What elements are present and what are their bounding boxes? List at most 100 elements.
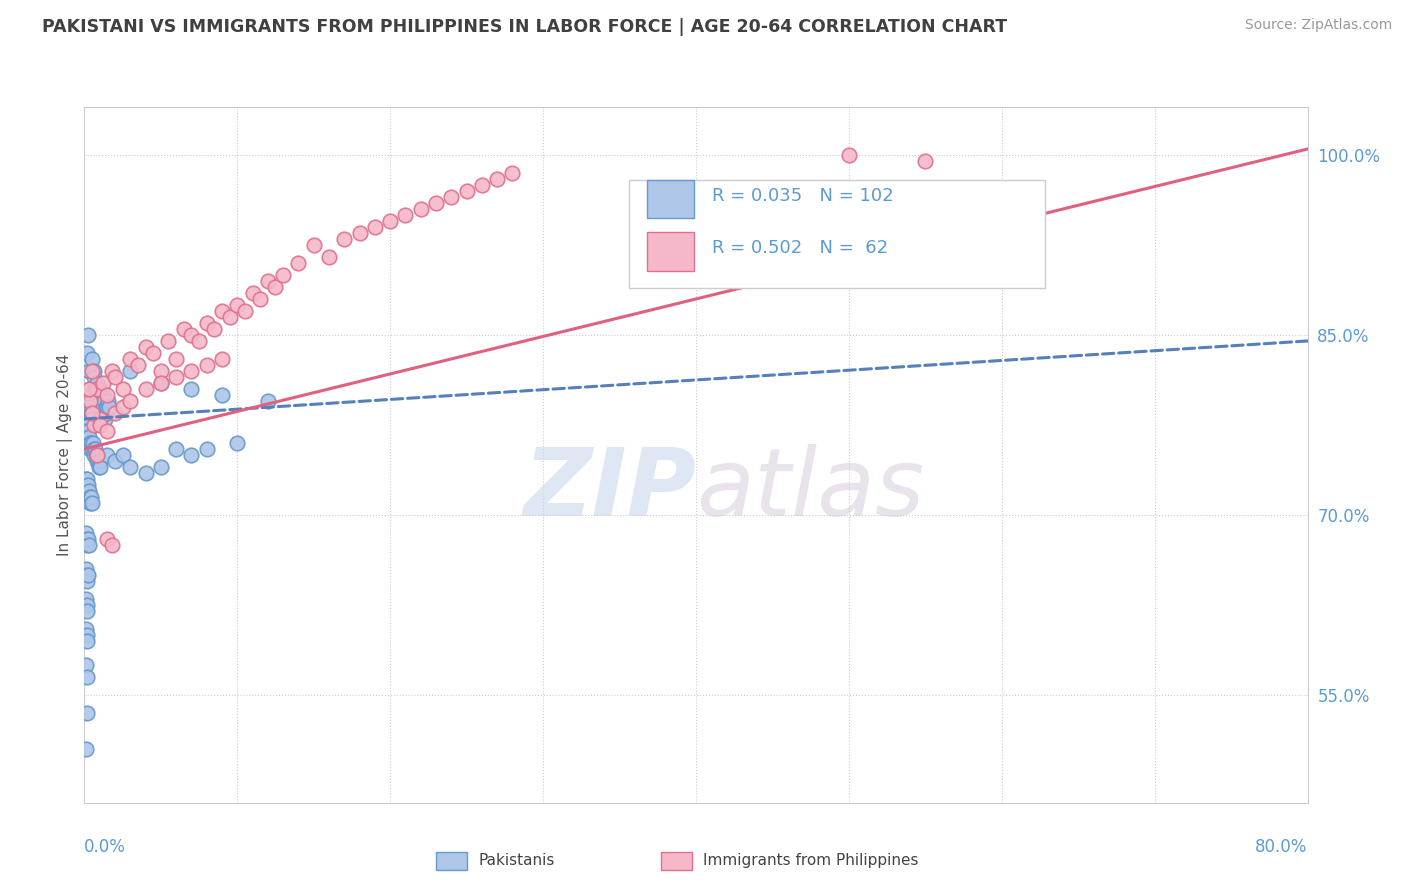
- Point: [914, 154, 936, 169]
- Point: [76, 346, 98, 360]
- Point: [96, 406, 118, 420]
- Point: [80, 436, 103, 450]
- Text: Pakistanis: Pakistanis: [478, 854, 554, 868]
- Point: [242, 285, 264, 300]
- Point: [97, 400, 120, 414]
- Point: [101, 538, 124, 552]
- Point: [77, 400, 100, 414]
- Point: [318, 250, 340, 264]
- Point: [91, 406, 114, 420]
- Point: [104, 454, 127, 468]
- Point: [80, 351, 103, 366]
- Text: Source: ZipAtlas.com: Source: ZipAtlas.com: [1244, 18, 1392, 32]
- Point: [76, 430, 98, 444]
- Point: [349, 226, 371, 240]
- Point: [127, 358, 149, 372]
- Point: [75, 622, 97, 636]
- Point: [91, 376, 114, 390]
- Point: [76, 424, 98, 438]
- Point: [79, 496, 101, 510]
- Point: [76, 598, 98, 612]
- Point: [79, 442, 101, 456]
- Point: [79, 382, 101, 396]
- Point: [104, 406, 127, 420]
- Point: [76, 567, 98, 582]
- Point: [120, 351, 142, 366]
- Point: [86, 448, 108, 462]
- Point: [77, 430, 100, 444]
- Point: [84, 382, 107, 396]
- Point: [173, 322, 195, 336]
- Point: [77, 382, 100, 396]
- Text: PAKISTANI VS IMMIGRANTS FROM PHILIPPINES IN LABOR FORCE | AGE 20-64 CORRELATION : PAKISTANI VS IMMIGRANTS FROM PHILIPPINES…: [42, 18, 1007, 36]
- Point: [96, 532, 118, 546]
- Point: [165, 351, 187, 366]
- Text: 80.0%: 80.0%: [1256, 838, 1308, 856]
- Point: [80, 412, 103, 426]
- Point: [79, 490, 101, 504]
- Point: [76, 670, 98, 684]
- Point: [94, 400, 117, 414]
- Point: [180, 364, 202, 378]
- Point: [77, 483, 100, 498]
- Point: [87, 388, 110, 402]
- Point: [83, 442, 105, 456]
- Point: [502, 166, 524, 180]
- Point: [257, 274, 280, 288]
- Point: [75, 657, 97, 672]
- Point: [79, 417, 101, 432]
- Point: [77, 478, 100, 492]
- Point: [80, 490, 103, 504]
- Point: [87, 454, 110, 468]
- Point: [82, 436, 104, 450]
- Point: [89, 459, 111, 474]
- Point: [149, 376, 172, 390]
- Point: [96, 400, 118, 414]
- Point: [76, 393, 98, 408]
- Point: [84, 448, 107, 462]
- Point: [82, 417, 104, 432]
- Text: Immigrants from Philippines: Immigrants from Philippines: [703, 854, 918, 868]
- Point: [226, 298, 249, 312]
- Point: [425, 196, 447, 211]
- Point: [135, 466, 157, 480]
- Point: [120, 393, 142, 408]
- Point: [76, 412, 98, 426]
- Point: [135, 382, 157, 396]
- Point: [91, 400, 114, 414]
- Point: [75, 591, 97, 606]
- Point: [76, 706, 98, 720]
- Point: [111, 382, 134, 396]
- FancyBboxPatch shape: [628, 180, 1045, 288]
- Point: [135, 340, 157, 354]
- Point: [180, 382, 202, 396]
- Point: [89, 454, 111, 468]
- Point: [188, 334, 211, 348]
- Point: [86, 393, 108, 408]
- Point: [302, 238, 325, 252]
- Point: [486, 172, 509, 186]
- Point: [149, 364, 172, 378]
- Point: [80, 406, 103, 420]
- Point: [75, 406, 97, 420]
- Point: [76, 628, 98, 642]
- Point: [87, 459, 110, 474]
- Point: [75, 525, 97, 540]
- Point: [79, 412, 101, 426]
- Point: [76, 633, 98, 648]
- Point: [89, 393, 111, 408]
- Point: [180, 328, 202, 343]
- Point: [89, 382, 111, 396]
- Point: [838, 148, 860, 162]
- Point: [86, 454, 108, 468]
- Point: [76, 532, 98, 546]
- Point: [180, 448, 202, 462]
- Point: [77, 538, 100, 552]
- Point: [364, 219, 387, 234]
- Point: [83, 370, 105, 384]
- Point: [96, 448, 118, 462]
- Point: [142, 346, 165, 360]
- Point: [77, 364, 100, 378]
- Point: [195, 316, 218, 330]
- Point: [83, 364, 105, 378]
